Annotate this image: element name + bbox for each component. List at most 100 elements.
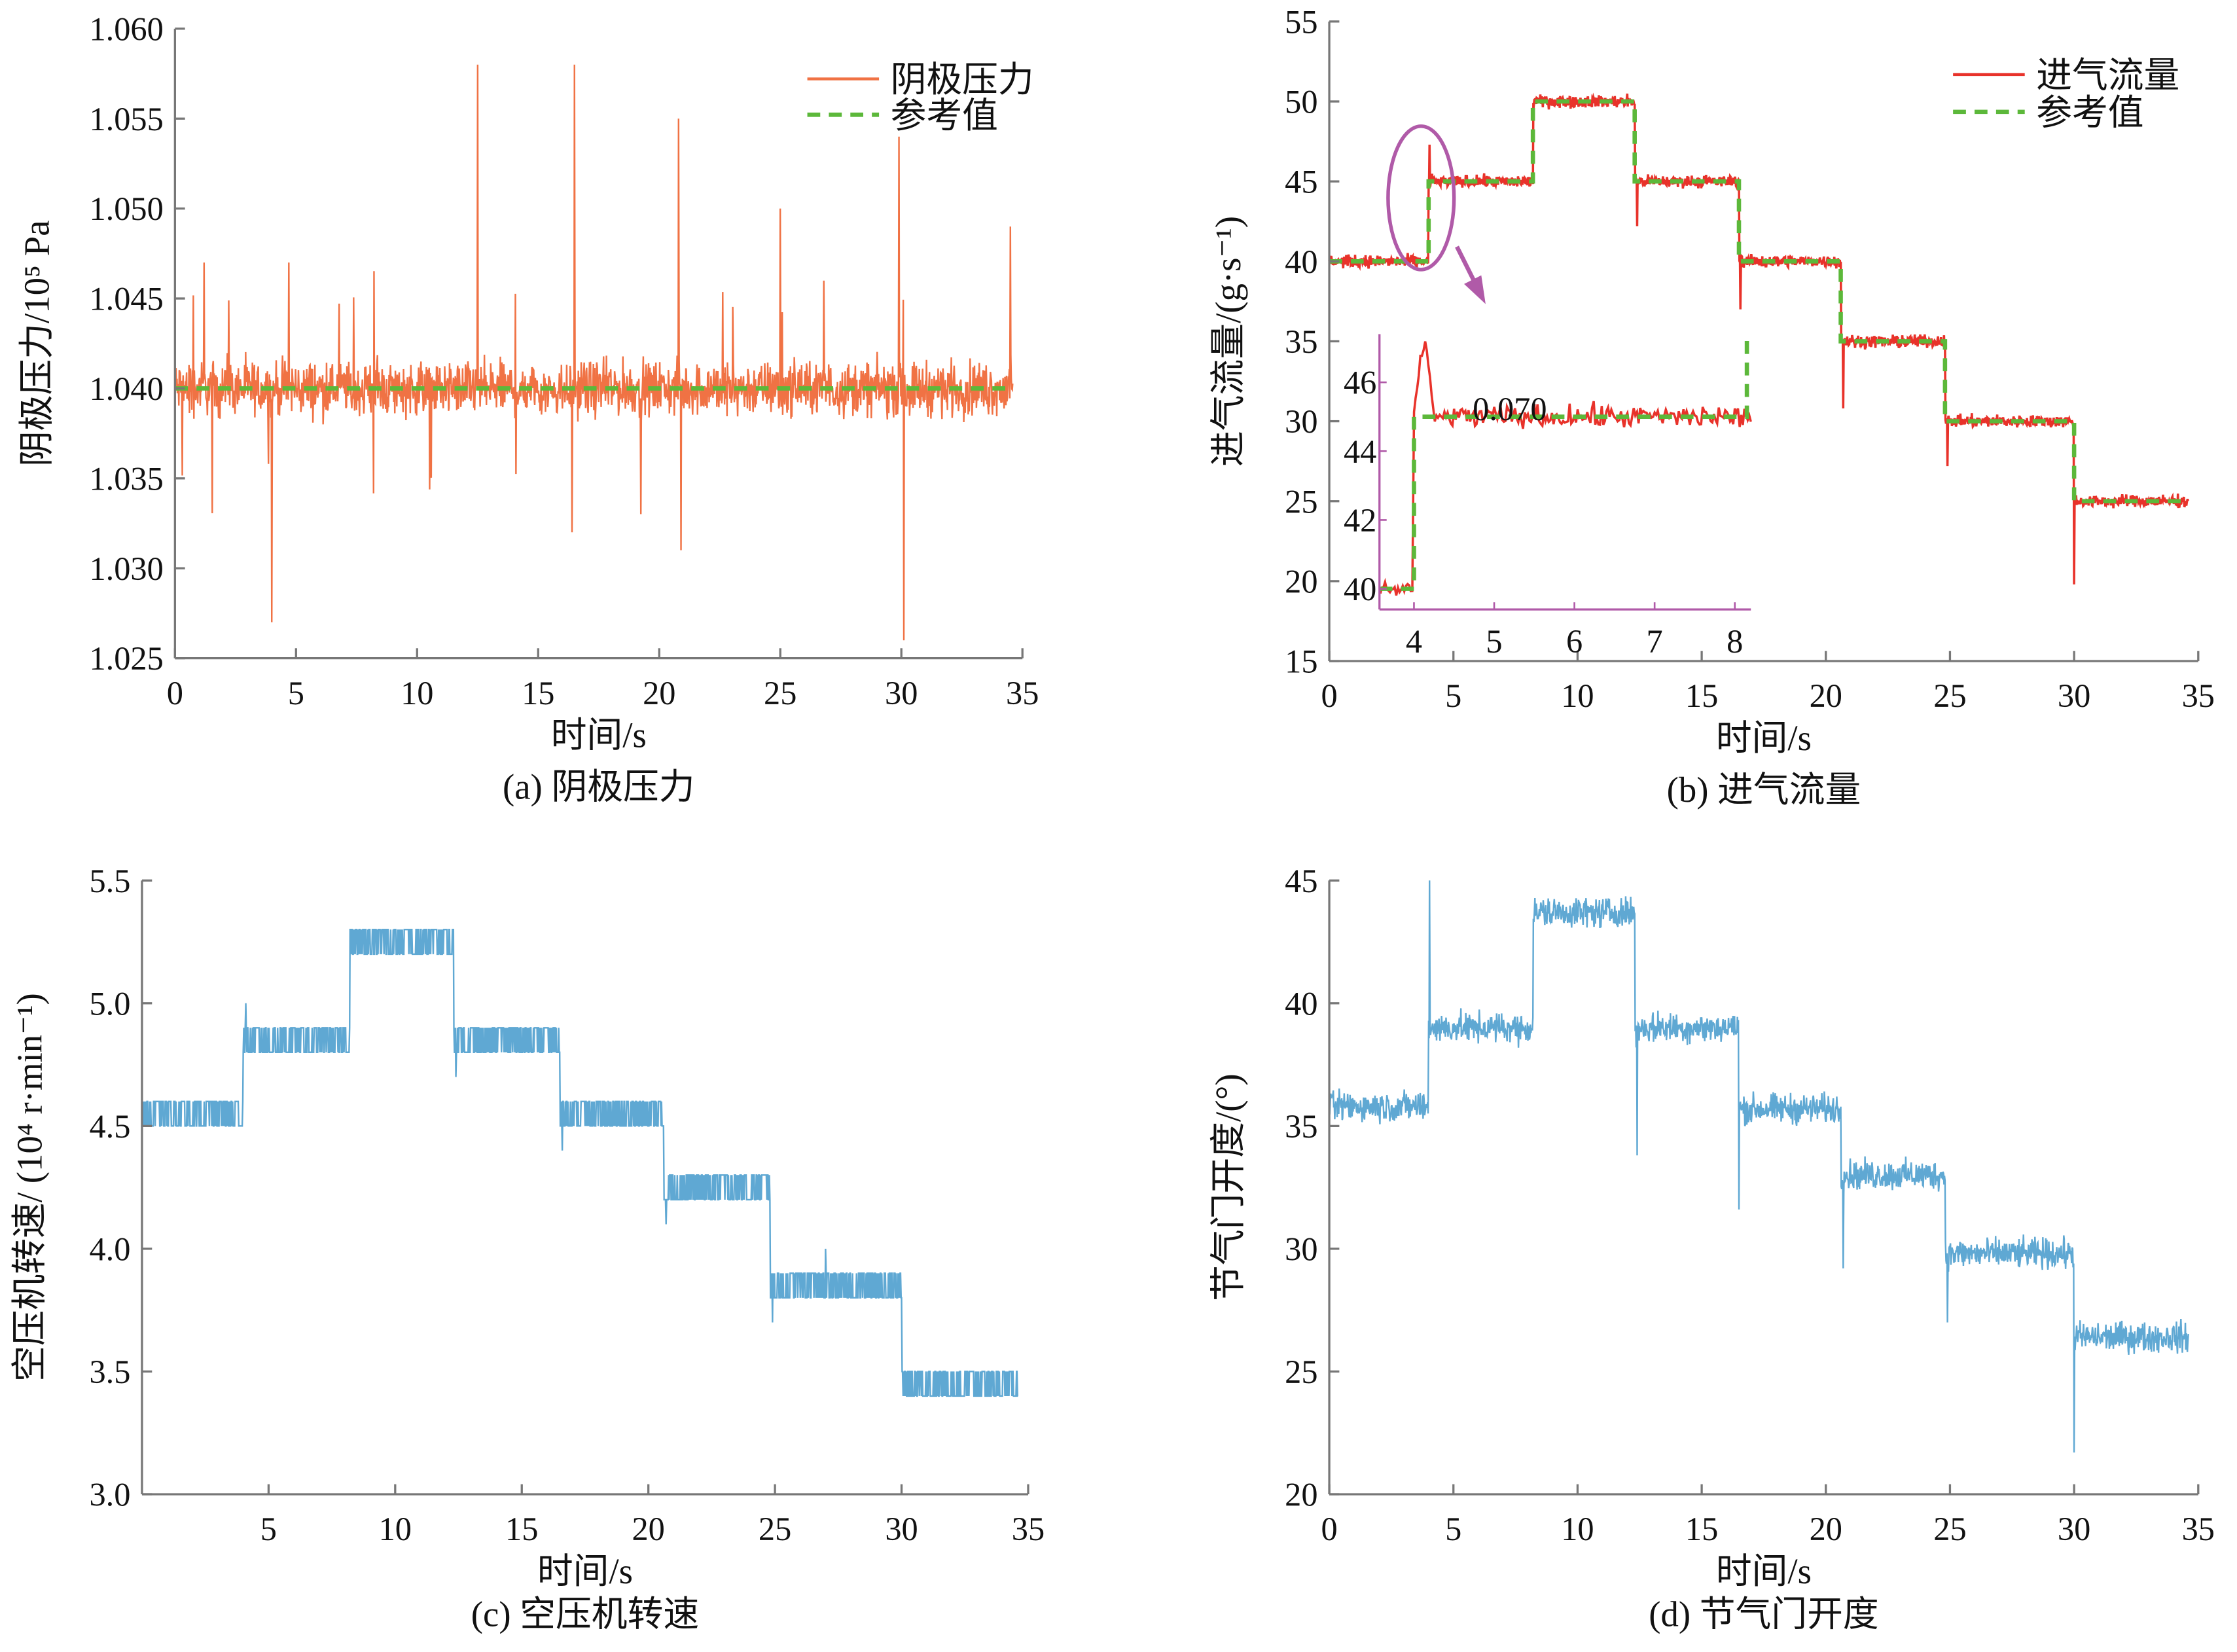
legend-measured-label: 阴极压力 [891,60,1034,99]
chart-caption: (a) 阴极压力 [503,766,695,806]
x-tick-label: 30 [2058,1511,2090,1547]
y-axis-label: 进气流量/(g·s⁻¹) [1208,216,1248,467]
y-tick-label: 1.025 [89,640,163,677]
inset-y-tick-label: 42 [1344,502,1376,539]
y-tick-label: 1.030 [89,550,163,587]
y-tick-label: 45 [1285,164,1317,200]
x-axis-label: 时间/s [1716,1551,1812,1591]
highlight-ellipse [1386,124,1456,272]
y-tick-label: 1.055 [89,101,163,137]
x-axis-label: 时间/s [551,715,647,755]
y-tick-label: 3.5 [89,1354,130,1390]
y-tick-label: 30 [1285,403,1317,440]
x-tick-label: 25 [1933,677,1966,714]
inset-x-tick-label: 6 [1566,623,1583,660]
x-tick-label: 5 [1445,1511,1461,1547]
x-tick-label: 25 [759,1511,791,1547]
zoom-arrow-icon [1455,245,1476,282]
measured-series-line [174,64,1014,641]
x-tick-label: 35 [2182,1511,2215,1547]
inset-y-tick-label: 46 [1344,365,1376,401]
y-tick-label: 45 [1285,863,1317,899]
y-tick-label: 1.050 [89,190,163,227]
zoom-arrowhead-icon [1464,275,1486,304]
inset-x-tick-label: 7 [1647,623,1663,660]
y-tick-label: 1.060 [89,10,163,47]
y-tick-label: 50 [1285,84,1317,120]
x-tick-label: 15 [1685,1511,1718,1547]
inset-background [1379,334,1751,610]
x-tick-label: 20 [1810,677,1842,714]
x-tick-label: 0 [167,675,183,711]
y-tick-label: 30 [1285,1230,1317,1267]
y-tick-label: 20 [1285,563,1317,600]
inset-y-tick-label: 44 [1344,433,1376,470]
x-tick-label: 20 [632,1511,664,1547]
y-tick-label: 40 [1285,985,1317,1022]
inset-x-tick-label: 5 [1486,623,1502,660]
x-tick-label: 20 [643,675,675,711]
y-axis-label: 阴极压力/10⁵ Pa [17,220,57,467]
y-tick-label: 25 [1285,1354,1317,1390]
inset-zoom-chart: 4 5 6 7 8 40 42 44 46 0.070 [1344,334,1752,660]
legend-reference-label: 参考值 [2036,93,2143,133]
y-tick-label: 3.0 [89,1477,130,1513]
x-tick-label: 35 [2182,677,2215,714]
inset-reference-line [1379,334,1749,591]
legend-reference-label: 参考值 [891,96,998,135]
chart-b: 0 5 10 15 20 25 30 35152025303540455055时间/s进气流量… [1208,3,2215,809]
x-tick-label: 10 [1561,677,1594,714]
y-tick-label: 55 [1285,3,1317,40]
x-tick-label: 10 [379,1511,412,1547]
y-tick-label: 35 [1285,323,1317,360]
inset-x-tick-label: 4 [1406,623,1422,660]
inset-measured-line [1379,341,1752,596]
y-axis-label: 空压机转速/ (10⁴ r·min⁻¹) [10,993,50,1382]
y-tick-label: 20 [1285,1477,1317,1513]
x-tick-label: 35 [1006,675,1039,711]
chart-a: 0 5 10 15 20 25 30 35 1.025 1.030 1.035 1.040 1.045 1… [17,10,1039,806]
x-axis-label: 时间/s [537,1551,633,1591]
x-tick-label: 30 [885,675,918,711]
x-tick-label: 10 [1561,1511,1594,1547]
measured-series-line [141,928,1018,1397]
x-tick-label: 15 [1685,677,1718,714]
y-tick-label: 35 [1285,1108,1317,1145]
inset-x-tick-label: 8 [1727,623,1743,660]
inset-y-tick-label: 40 [1344,571,1376,607]
y-tick-label: 4.0 [89,1230,130,1267]
legend-measured-label: 进气流量 [2036,56,2179,96]
inset-annotation: 0.070 [1473,391,1547,427]
chart-caption: (b) 进气流量 [1667,770,1861,810]
y-tick-label: 1.040 [89,370,163,407]
y-tick-label: 5.5 [89,863,130,899]
x-axis-label: 时间/s [1716,718,1812,758]
x-tick-label: 5 [288,675,304,711]
x-tick-label: 15 [522,675,554,711]
y-tick-label: 25 [1285,483,1317,520]
measured-series-line [1329,880,2189,1453]
y-axis-label: 节气门开度/(°) [1208,1073,1248,1301]
x-tick-label: 5 [260,1511,277,1547]
chart-caption: (c) 空压机转速 [471,1594,699,1634]
y-tick-label: 1.035 [89,460,163,497]
x-tick-label: 30 [885,1511,918,1547]
x-tick-label: 20 [1810,1511,1842,1547]
y-tick-label: 15 [1285,643,1317,680]
x-tick-label: 5 [1445,677,1461,714]
y-tick-label: 40 [1285,243,1317,280]
x-tick-label: 35 [1012,1511,1045,1547]
x-tick-label: 25 [1933,1511,1966,1547]
x-tick-label: 30 [2058,677,2090,714]
x-tick-label: 0 [1321,1511,1337,1547]
x-tick-label: 15 [505,1511,538,1547]
reference-series-line [1329,99,2189,504]
chart-d: 0 5 10 15 20 25 30 35 20 25 30 35 40 45 时间/s 节气门开度/(°) (… [1208,863,2215,1634]
chart-c: 5 10 15 20 25 30 35 3.0 3.5 4.0 4.5 5.0 5.5 时间/s 空压机转速… [10,863,1045,1634]
x-tick-label: 25 [764,675,796,711]
x-tick-label: 0 [1321,677,1337,714]
y-tick-label: 1.045 [89,281,163,317]
x-tick-label: 10 [401,675,433,711]
y-tick-label: 5.0 [89,985,130,1022]
